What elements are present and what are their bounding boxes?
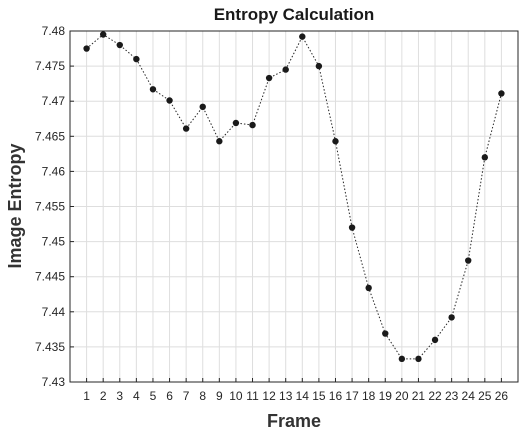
x-tick-label: 5 <box>150 389 157 403</box>
y-tick-label: 7.44 <box>42 305 66 319</box>
y-tick-label: 7.445 <box>35 270 65 284</box>
y-tick-label: 7.435 <box>35 340 65 354</box>
x-tick-label: 19 <box>379 389 393 403</box>
data-point <box>315 62 323 70</box>
y-axis: 7.43 7.435 7.44 7.445 7.45 7.455 7.46 7.465 7.47… <box>35 24 74 389</box>
data-point <box>431 336 439 344</box>
x-tick-label: 13 <box>279 389 293 403</box>
data-point <box>199 103 206 111</box>
data-point <box>465 257 472 264</box>
x-tick-label: 10 <box>229 389 243 403</box>
x-tick-label: 8 <box>199 389 206 403</box>
data-point <box>348 224 356 231</box>
data-point <box>232 119 240 127</box>
y-tick-label: 7.48 <box>42 24 66 38</box>
data-point <box>265 74 273 82</box>
data-point <box>182 125 190 132</box>
x-tick-label: 26 <box>495 389 509 403</box>
data-point <box>116 41 123 49</box>
x-tick-label: 4 <box>133 389 140 403</box>
x-tick-label: 18 <box>362 389 376 403</box>
x-tick-label: 24 <box>462 389 476 403</box>
data-points <box>83 31 505 363</box>
x-tick-label: 21 <box>412 389 426 403</box>
series-line <box>86 33 502 360</box>
x-tick-label: 17 <box>345 389 359 403</box>
x-tick-label: 12 <box>262 389 276 403</box>
x-tick-label: 2 <box>100 389 107 403</box>
y-tick-label: 7.47 <box>42 94 66 108</box>
y-tick-label: 7.46 <box>42 164 66 178</box>
x-tick-label: 1 <box>83 389 90 403</box>
x-tick-label: 11 <box>246 389 259 403</box>
x-tick-label: 3 <box>116 389 123 403</box>
x-tick-label: 14 <box>296 389 310 403</box>
grid <box>70 30 518 383</box>
x-tick-label: 23 <box>445 389 459 403</box>
data-point <box>332 138 339 145</box>
y-tick-label: 7.465 <box>35 129 65 143</box>
data-point <box>398 355 406 363</box>
x-tick-label: 15 <box>312 389 326 403</box>
x-tick-label: 6 <box>166 389 173 403</box>
data-point <box>149 86 157 93</box>
data-point <box>498 90 505 97</box>
data-point <box>166 97 173 104</box>
data-point <box>382 330 389 337</box>
x-axis-label: Frame <box>267 411 321 431</box>
data-point <box>299 33 306 40</box>
data-point <box>481 154 489 161</box>
x-tick-label: 16 <box>329 389 343 403</box>
y-tick-label: 7.475 <box>35 59 65 73</box>
data-point <box>99 31 107 38</box>
y-tick-label: 7.455 <box>35 200 65 214</box>
x-tick-label: 25 <box>478 389 492 403</box>
chart-title: Entropy Calculation <box>214 5 375 24</box>
data-point <box>365 284 372 292</box>
x-tick-label: 20 <box>395 389 409 403</box>
data-point <box>448 314 455 321</box>
x-tick-label: 9 <box>216 389 223 403</box>
x-tick-label: 7 <box>183 389 190 403</box>
y-tick-label: 7.45 <box>42 235 66 249</box>
y-axis-label: Image Entropy <box>5 143 25 268</box>
x-tick-label: 22 <box>428 389 442 403</box>
data-point <box>83 45 90 52</box>
data-point <box>133 55 140 63</box>
y-tick-label: 7.43 <box>42 375 66 389</box>
data-point <box>282 66 289 73</box>
data-point <box>216 138 223 145</box>
data-point <box>415 355 422 363</box>
data-point <box>249 121 256 129</box>
x-axis: 1 2 3 4 5 6 7 8 9 10 11 12 13 14 15 16 17 18 19 20 21 22 23 24 2… <box>83 378 508 403</box>
